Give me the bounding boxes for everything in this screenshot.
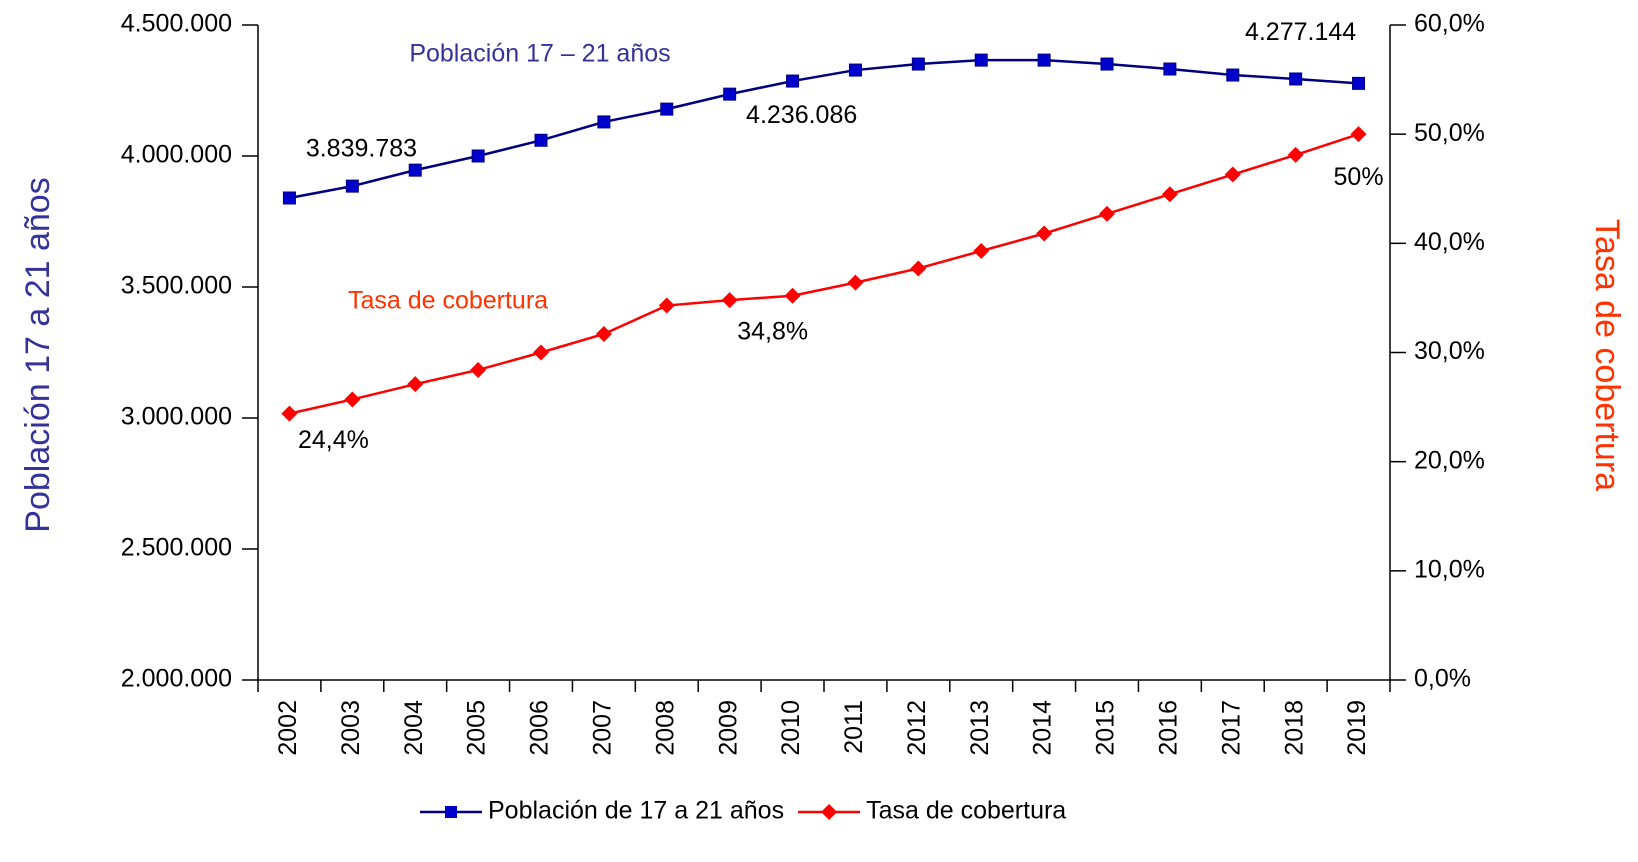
x-tick-label: 2013 [966, 700, 994, 756]
point [533, 344, 549, 361]
x-tick-label: 2019 [1343, 700, 1371, 756]
x-tick-label: 2011 [840, 700, 868, 754]
point [1224, 166, 1241, 183]
legend-marker [821, 804, 838, 820]
x-tick-label: 2014 [1029, 700, 1057, 756]
x-tick-label: 2010 [777, 700, 805, 756]
point [974, 53, 988, 67]
point [1352, 76, 1366, 90]
y-axis-title: Población 17 a 21 años [19, 177, 57, 532]
x-tick-label: 2006 [526, 700, 554, 756]
point [784, 287, 801, 304]
point [723, 87, 737, 101]
point [344, 391, 361, 408]
point [1350, 126, 1367, 143]
y2-tick-label: 30,0% [1414, 337, 1485, 365]
point [408, 163, 422, 177]
point [597, 115, 611, 129]
y2-tick-label: 60,0% [1414, 10, 1485, 38]
y2-axis-title: Tasa de cobertura [1588, 219, 1626, 491]
x-tick-label: 2017 [1217, 700, 1245, 756]
point [1037, 53, 1051, 67]
point [721, 292, 738, 309]
y2-tick-label: 50,0% [1414, 119, 1485, 147]
point [470, 361, 487, 378]
legend-marker [445, 806, 457, 818]
data-label: 4.236.086 [746, 101, 857, 129]
point [1163, 62, 1177, 76]
point [847, 274, 864, 291]
y-tick-label: 4.000.000 [121, 141, 232, 169]
y2-tick-label: 20,0% [1414, 446, 1485, 474]
data-label: 34,8% [737, 318, 808, 346]
x-tick-label: 2008 [651, 700, 679, 756]
series-line [289, 132, 1359, 415]
point [660, 102, 674, 116]
x-tick-label: 2012 [903, 700, 931, 756]
point [1099, 205, 1115, 222]
point [910, 260, 927, 277]
legend-label: Población de 17 a 21 años [488, 797, 784, 825]
annotation: Población 17 – 21 años [409, 40, 670, 68]
x-tick-label: 2003 [337, 700, 365, 756]
point [911, 57, 925, 71]
x-tick-label: 2009 [714, 700, 742, 756]
point [1289, 72, 1303, 86]
point [345, 179, 359, 193]
point [786, 74, 800, 88]
legend-label: Tasa de cobertura [866, 797, 1066, 825]
point [658, 297, 675, 314]
x-tick-label: 2007 [588, 700, 616, 756]
point [1226, 68, 1240, 82]
point [1287, 146, 1304, 163]
point [973, 242, 990, 259]
data-label: 24,4% [298, 426, 369, 454]
y-tick-label: 3.500.000 [121, 272, 232, 300]
x-tick-label: 2016 [1154, 700, 1182, 756]
y-tick-label: 4.500.000 [121, 10, 232, 38]
x-tick-label: 2018 [1280, 700, 1308, 756]
x-tick-label: 2004 [400, 700, 428, 756]
y-tick-label: 2.000.000 [121, 665, 232, 693]
data-label: 4.277.144 [1245, 18, 1356, 46]
y-tick-label: 3.000.000 [121, 403, 232, 431]
annotation: Tasa de cobertura [348, 287, 548, 315]
series-line [289, 58, 1359, 200]
point [534, 133, 548, 147]
point [471, 149, 485, 163]
y2-tick-label: 10,0% [1414, 555, 1485, 583]
point [407, 376, 424, 393]
data-label: 50% [1334, 163, 1384, 191]
point [1036, 225, 1053, 242]
point [595, 325, 612, 342]
point [1100, 57, 1114, 71]
y-tick-label: 2.500.000 [121, 534, 232, 562]
point [282, 191, 296, 205]
x-tick-label: 2015 [1092, 700, 1120, 756]
point [848, 63, 862, 77]
data-label: 3.839.783 [306, 135, 417, 163]
x-tick-label: 2002 [274, 700, 302, 756]
y2-tick-label: 40,0% [1414, 228, 1485, 256]
point [1161, 186, 1178, 203]
point [281, 405, 298, 422]
y2-tick-label: 0,0% [1414, 665, 1471, 693]
x-tick-label: 2005 [463, 700, 491, 756]
